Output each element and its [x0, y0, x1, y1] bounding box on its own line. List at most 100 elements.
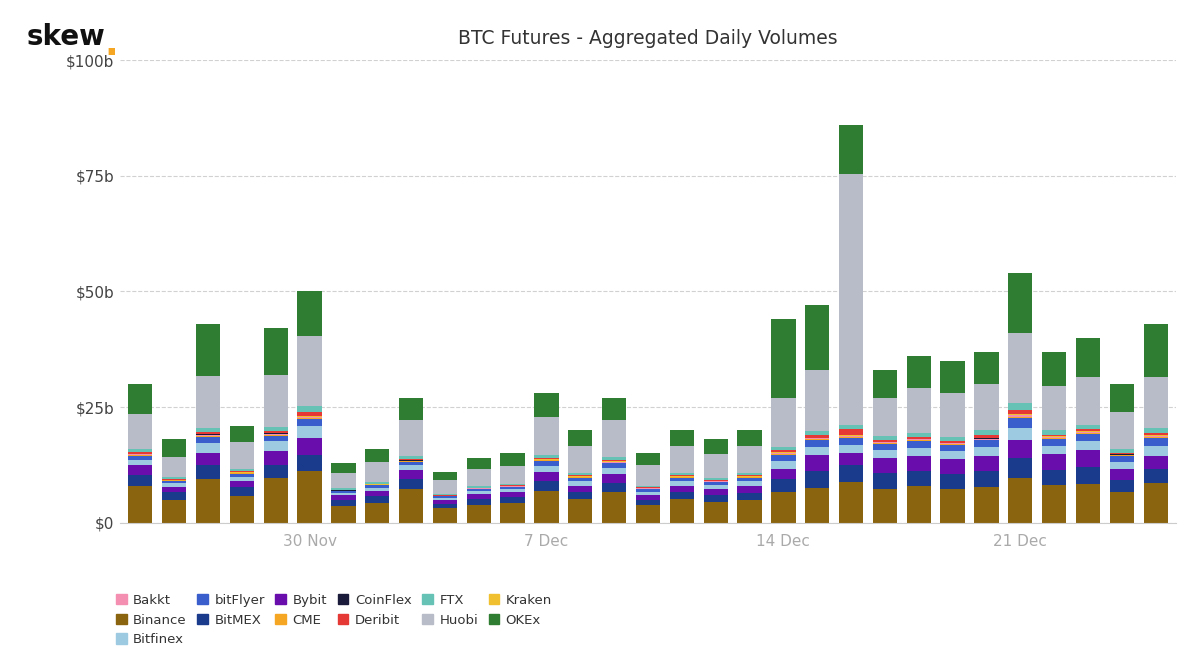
Bar — [839, 438, 863, 445]
Bar — [805, 436, 829, 438]
Bar — [398, 459, 424, 460]
Bar — [941, 488, 965, 523]
Bar — [906, 356, 931, 388]
Bar — [264, 427, 288, 431]
Bar — [636, 489, 660, 492]
Bar — [906, 437, 931, 439]
Bar — [534, 481, 559, 491]
Bar — [974, 384, 998, 430]
Bar — [229, 474, 254, 477]
Bar — [839, 482, 863, 523]
Bar — [298, 418, 322, 419]
Bar — [974, 448, 998, 456]
Bar — [974, 456, 998, 471]
Bar — [1144, 438, 1168, 446]
Bar — [162, 477, 186, 479]
Bar — [128, 452, 152, 454]
Bar — [737, 481, 762, 486]
Bar — [636, 492, 660, 495]
Bar — [467, 494, 491, 498]
Bar — [568, 499, 593, 523]
Bar — [1076, 450, 1100, 467]
Bar — [1008, 414, 1032, 415]
Bar — [906, 441, 931, 448]
Bar — [839, 453, 863, 465]
Bar — [162, 440, 186, 456]
Bar — [534, 461, 559, 466]
Bar — [805, 431, 829, 436]
Bar — [805, 438, 829, 440]
Bar — [703, 502, 728, 523]
Bar — [534, 466, 559, 472]
Bar — [298, 407, 322, 412]
Bar — [365, 462, 390, 482]
Bar — [1110, 462, 1134, 468]
Bar — [264, 433, 288, 435]
Bar — [298, 336, 322, 407]
Bar — [264, 442, 288, 451]
Bar — [941, 474, 965, 488]
Bar — [534, 458, 559, 459]
Bar — [1076, 433, 1100, 434]
Bar — [1008, 273, 1032, 333]
Bar — [839, 435, 863, 436]
Bar — [534, 417, 559, 455]
Bar — [1110, 452, 1134, 454]
Bar — [772, 461, 796, 469]
Bar — [264, 328, 288, 375]
Bar — [602, 474, 626, 482]
Bar — [398, 456, 424, 459]
Bar — [298, 416, 322, 417]
Bar — [568, 481, 593, 486]
Bar — [398, 420, 424, 456]
Bar — [264, 451, 288, 464]
Bar — [906, 486, 931, 523]
Bar — [229, 480, 254, 488]
Bar — [737, 478, 762, 481]
Bar — [737, 486, 762, 493]
Bar — [670, 446, 694, 473]
Bar — [703, 478, 728, 480]
Bar — [703, 490, 728, 495]
Bar — [1144, 437, 1168, 438]
Bar — [398, 489, 424, 523]
Bar — [500, 454, 524, 466]
Bar — [974, 436, 998, 438]
Bar — [229, 488, 254, 496]
Bar — [196, 324, 220, 376]
Bar — [500, 489, 524, 492]
Bar — [1042, 430, 1067, 435]
Bar — [298, 291, 322, 336]
Bar — [941, 360, 965, 393]
Bar — [636, 486, 660, 487]
Bar — [467, 498, 491, 505]
Bar — [1042, 435, 1067, 436]
Bar — [1042, 438, 1067, 439]
Bar — [398, 466, 424, 470]
Bar — [703, 495, 728, 502]
Bar — [602, 460, 626, 462]
Bar — [772, 479, 796, 492]
Bar — [1144, 433, 1168, 435]
Bar — [264, 431, 288, 433]
Bar — [128, 450, 152, 452]
Bar — [941, 437, 965, 441]
Bar — [703, 454, 728, 478]
Bar — [805, 470, 829, 488]
Bar — [229, 496, 254, 523]
Bar — [398, 479, 424, 489]
Bar — [974, 471, 998, 486]
Bar — [1110, 411, 1134, 449]
Bar — [703, 440, 728, 454]
Bar — [196, 478, 220, 523]
Bar — [196, 437, 220, 443]
Bar — [1076, 467, 1100, 484]
Bar — [872, 444, 898, 450]
Bar — [906, 456, 931, 471]
Bar — [839, 125, 863, 174]
Bar — [772, 447, 796, 450]
Bar — [737, 500, 762, 523]
Bar — [805, 447, 829, 456]
Bar — [196, 436, 220, 437]
Bar — [128, 384, 152, 414]
